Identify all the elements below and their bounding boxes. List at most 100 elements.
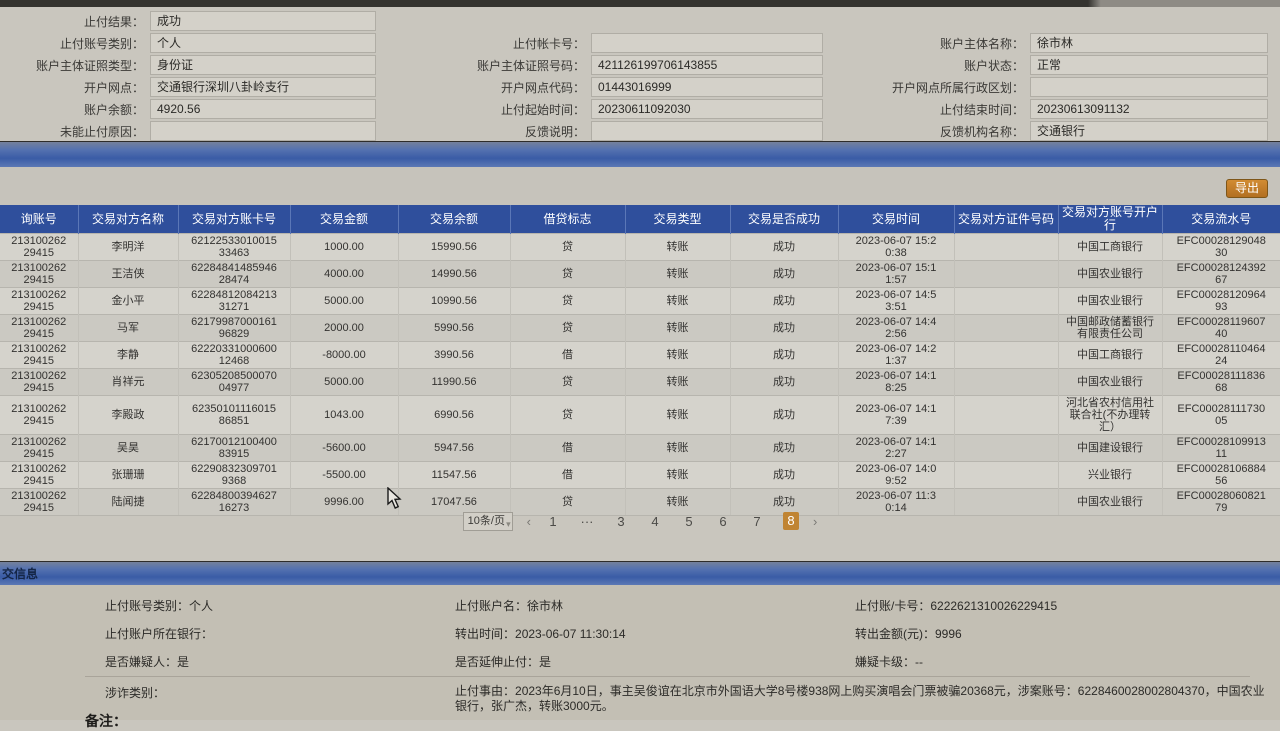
cell-counterparty-name: 李明洋: [77, 233, 178, 261]
cell-success: 成功: [729, 287, 838, 315]
form-value-box: 个人: [150, 33, 376, 53]
cell-serial-number: EFC00028111836 68: [1161, 368, 1280, 396]
table-row: 213100262 29415 李明洋 62122533010015 33463…: [0, 233, 1280, 261]
fraud-category-label: 涉诈类别：: [105, 684, 455, 714]
stop-reason-label: 止付事由：: [455, 684, 516, 698]
cell-serial-number: EFC00028060821 79: [1161, 488, 1280, 516]
cell-time: 2023-06-07 14:1 2:27: [837, 434, 954, 462]
cell-cert-number: [953, 434, 1058, 462]
cell-transaction-type: 转账: [624, 488, 730, 516]
form-value-box: 4920.56: [150, 99, 376, 119]
cell-success: 成功: [729, 341, 838, 369]
cell-counterparty-name: 李殿政: [77, 395, 178, 435]
prev-page-button[interactable]: ‹: [526, 513, 531, 529]
cell-serial-number: EFC00028119607 40: [1161, 314, 1280, 342]
cell-debit-credit-flag: 借: [509, 341, 625, 369]
page-number[interactable]: 6: [719, 513, 727, 529]
cell-debit-credit-flag: 贷: [509, 488, 625, 516]
cell-counterparty-card: 62170012100400 83915: [177, 434, 290, 462]
page-number[interactable]: 3: [617, 513, 625, 529]
cell-query-account: 213100262 29415: [0, 233, 78, 261]
detail-label: 止付账户名：: [455, 599, 528, 613]
page-number[interactable]: 5: [685, 513, 693, 529]
partial-bottom-text: 备注：: [85, 713, 127, 729]
cell-balance: 5947.56: [397, 434, 510, 462]
detail-value: 是: [539, 655, 552, 669]
table-header-cell: 交易对方账号开户行: [1057, 205, 1162, 234]
detail-field: 是否嫌疑人：是: [105, 653, 455, 670]
cell-transaction-type: 转账: [624, 260, 730, 288]
cell-serial-number: EFC00028124392 67: [1161, 260, 1280, 288]
cell-query-account: 213100262 29415: [0, 314, 78, 342]
stop-reason-text: 2023年6月10日，事主吴俊谊在北京市外国语大学8号楼938网上购买演唱会门票…: [455, 684, 1265, 713]
cell-counterparty-card: 62284800394627 16273: [177, 488, 290, 516]
cell-counterparty-name: 陆闻捷: [77, 488, 178, 516]
cell-time: 2023-06-07 14:4 2:56: [837, 314, 954, 342]
form-label: 账户余额：: [83, 102, 144, 117]
page-number[interactable]: 4: [651, 513, 659, 529]
cell-balance: 6990.56: [397, 395, 510, 435]
cell-counterparty-bank: 中国工商银行: [1057, 233, 1162, 261]
detail-field: 止付账号类别：个人: [105, 597, 455, 614]
cell-serial-number: EFC00028110464 24: [1161, 341, 1280, 369]
next-page-button[interactable]: ›: [813, 513, 818, 529]
table-row: 213100262 29415 张珊珊 62290832309701 9368 …: [0, 461, 1280, 489]
table-row: 213100262 29415 吴昊 62170012100400 83915 …: [0, 434, 1280, 462]
cell-counterparty-card: 62284841485946 28474: [177, 260, 290, 288]
form-label: 账户主体证照号码：: [476, 58, 585, 73]
cell-counterparty-card: 62305208500070 04977: [177, 368, 290, 396]
form-value-box: 成功: [150, 11, 376, 31]
page-number[interactable]: 7: [753, 513, 761, 529]
mouse-cursor: [387, 487, 402, 509]
cell-balance: 10990.56: [397, 287, 510, 315]
cell-debit-credit-flag: 贷: [509, 395, 625, 435]
form-value-box: 421126199706143855: [591, 55, 823, 75]
cell-time: 2023-06-07 15:2 0:38: [837, 233, 954, 261]
cell-counterparty-card: 62179987000161 96829: [177, 314, 290, 342]
cell-debit-credit-flag: 贷: [509, 368, 625, 396]
table-header-cell: 借贷标志: [509, 205, 625, 234]
page-number[interactable]: 1: [549, 513, 557, 529]
submit-info-section: [0, 585, 1280, 720]
detail-field: 嫌疑卡级：--: [855, 653, 1280, 670]
cell-time: 2023-06-07 15:1 1:57: [837, 260, 954, 288]
cell-transaction-type: 转账: [624, 341, 730, 369]
cell-serial-number: EFC00028109913 11: [1161, 434, 1280, 462]
table-header-cell: 交易类型: [624, 205, 730, 234]
detail-label: 是否嫌疑人：: [105, 655, 178, 669]
cell-query-account: 213100262 29415: [0, 341, 78, 369]
window-top-strip: [0, 0, 1280, 7]
cell-amount: 4000.00: [289, 260, 398, 288]
page-number[interactable]: 8: [783, 512, 799, 530]
detail-label: 止付账/卡号：: [855, 599, 931, 613]
export-button[interactable]: 导出: [1225, 179, 1268, 198]
cell-time: 2023-06-07 14:0 9:52: [837, 461, 954, 489]
detail-field: 止付账户名：徐市林: [455, 597, 855, 614]
table-header-cell: 交易对方证件号码: [953, 205, 1058, 234]
form-label: 止付结果：: [83, 14, 144, 29]
cell-amount: 2000.00: [289, 314, 398, 342]
form-label: 未能止付原因：: [59, 124, 144, 139]
cell-debit-credit-flag: 借: [509, 434, 625, 462]
table-row: 213100262 29415 李殿政 62350101116015 86851…: [0, 395, 1280, 435]
form-value-box: 徐市林: [1030, 33, 1268, 53]
detail-value: 9996: [935, 627, 962, 641]
detail-field: 是否延伸止付：是: [455, 653, 855, 670]
page-size-select[interactable]: 10条/页 ▾: [462, 511, 513, 531]
form-label: 开户网点所属行政区划：: [891, 80, 1024, 95]
form-value-box: [591, 33, 823, 53]
form-value-box: [1030, 77, 1268, 97]
detail-label: 止付账户所在银行：: [105, 627, 214, 641]
transactions-body: 213100262 29415 李明洋 62122533010015 33463…: [0, 233, 1280, 516]
cell-debit-credit-flag: 贷: [509, 314, 625, 342]
cell-counterparty-card: 62284812084213 31271: [177, 287, 290, 315]
cell-counterparty-card: 62122533010015 33463: [177, 233, 290, 261]
cell-transaction-type: 转账: [624, 395, 730, 435]
fraud-label-text: 涉诈类别：: [105, 686, 166, 700]
cell-counterparty-name: 王洁侠: [77, 260, 178, 288]
detail-field: 止付账户所在银行：: [105, 625, 455, 642]
cell-counterparty-name: 肖祥元: [77, 368, 178, 396]
page-number[interactable]: ···: [580, 513, 594, 529]
cell-counterparty-card: 62350101116015 86851: [177, 395, 290, 435]
cell-counterparty-bank: 中国邮政储蓄银行 有限责任公司: [1057, 314, 1162, 342]
